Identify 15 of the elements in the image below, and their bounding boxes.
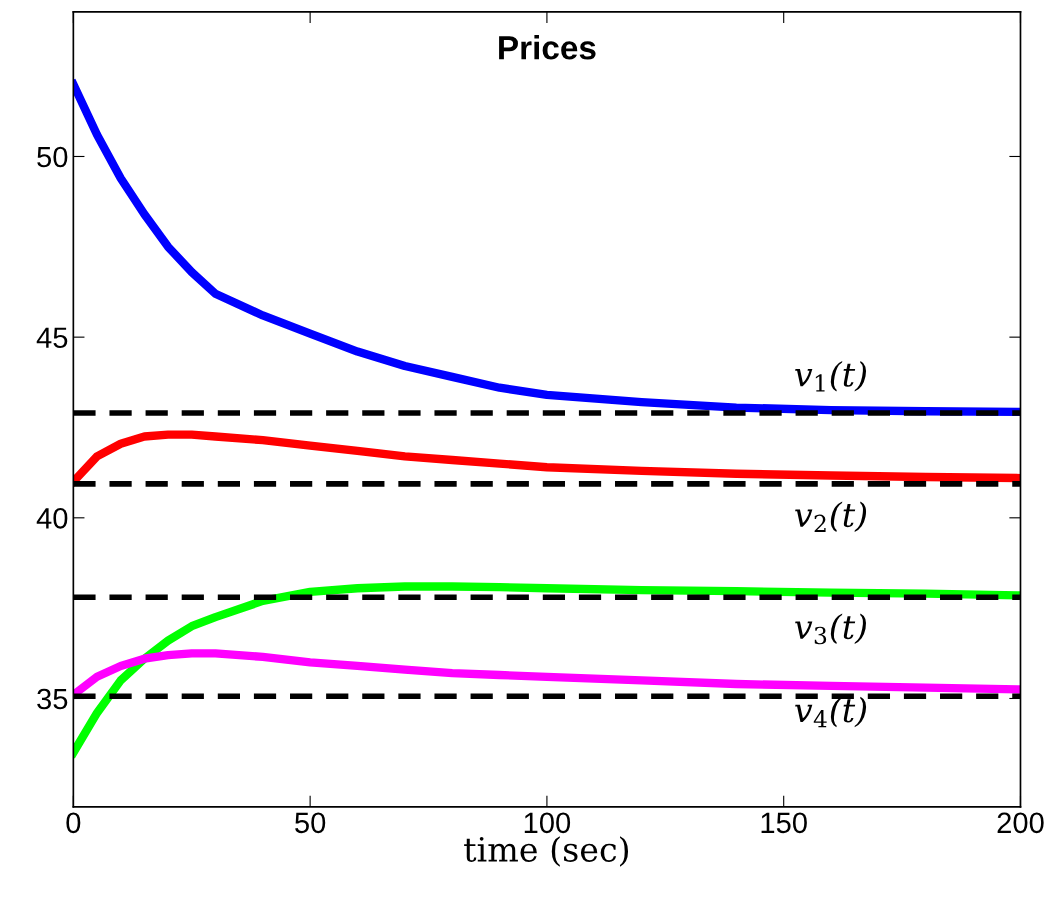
x-tick-label: 0 bbox=[66, 812, 81, 834]
x-tick-label: 150 bbox=[761, 812, 807, 834]
series-label: v$_{2}$(t) bbox=[795, 501, 867, 532]
y-tick-label: 50 bbox=[37, 146, 68, 168]
text: Prices bbox=[499, 35, 596, 60]
x-tick-label: 200 bbox=[997, 812, 1044, 834]
x-tick-label: 50 bbox=[295, 812, 326, 834]
x-axis-title: time (sec) bbox=[464, 836, 629, 867]
series-label: v$_{4}$(t) bbox=[795, 696, 867, 728]
series-label: v$_{1}$(t) bbox=[795, 361, 867, 392]
y-tick-label: 40 bbox=[36, 508, 68, 529]
series-label: v$_{3}$(t) bbox=[795, 613, 867, 645]
x-tick-label: 100 bbox=[524, 812, 571, 834]
y-tick-label: 35 bbox=[37, 688, 68, 710]
y-tick-label: 45 bbox=[36, 327, 68, 348]
